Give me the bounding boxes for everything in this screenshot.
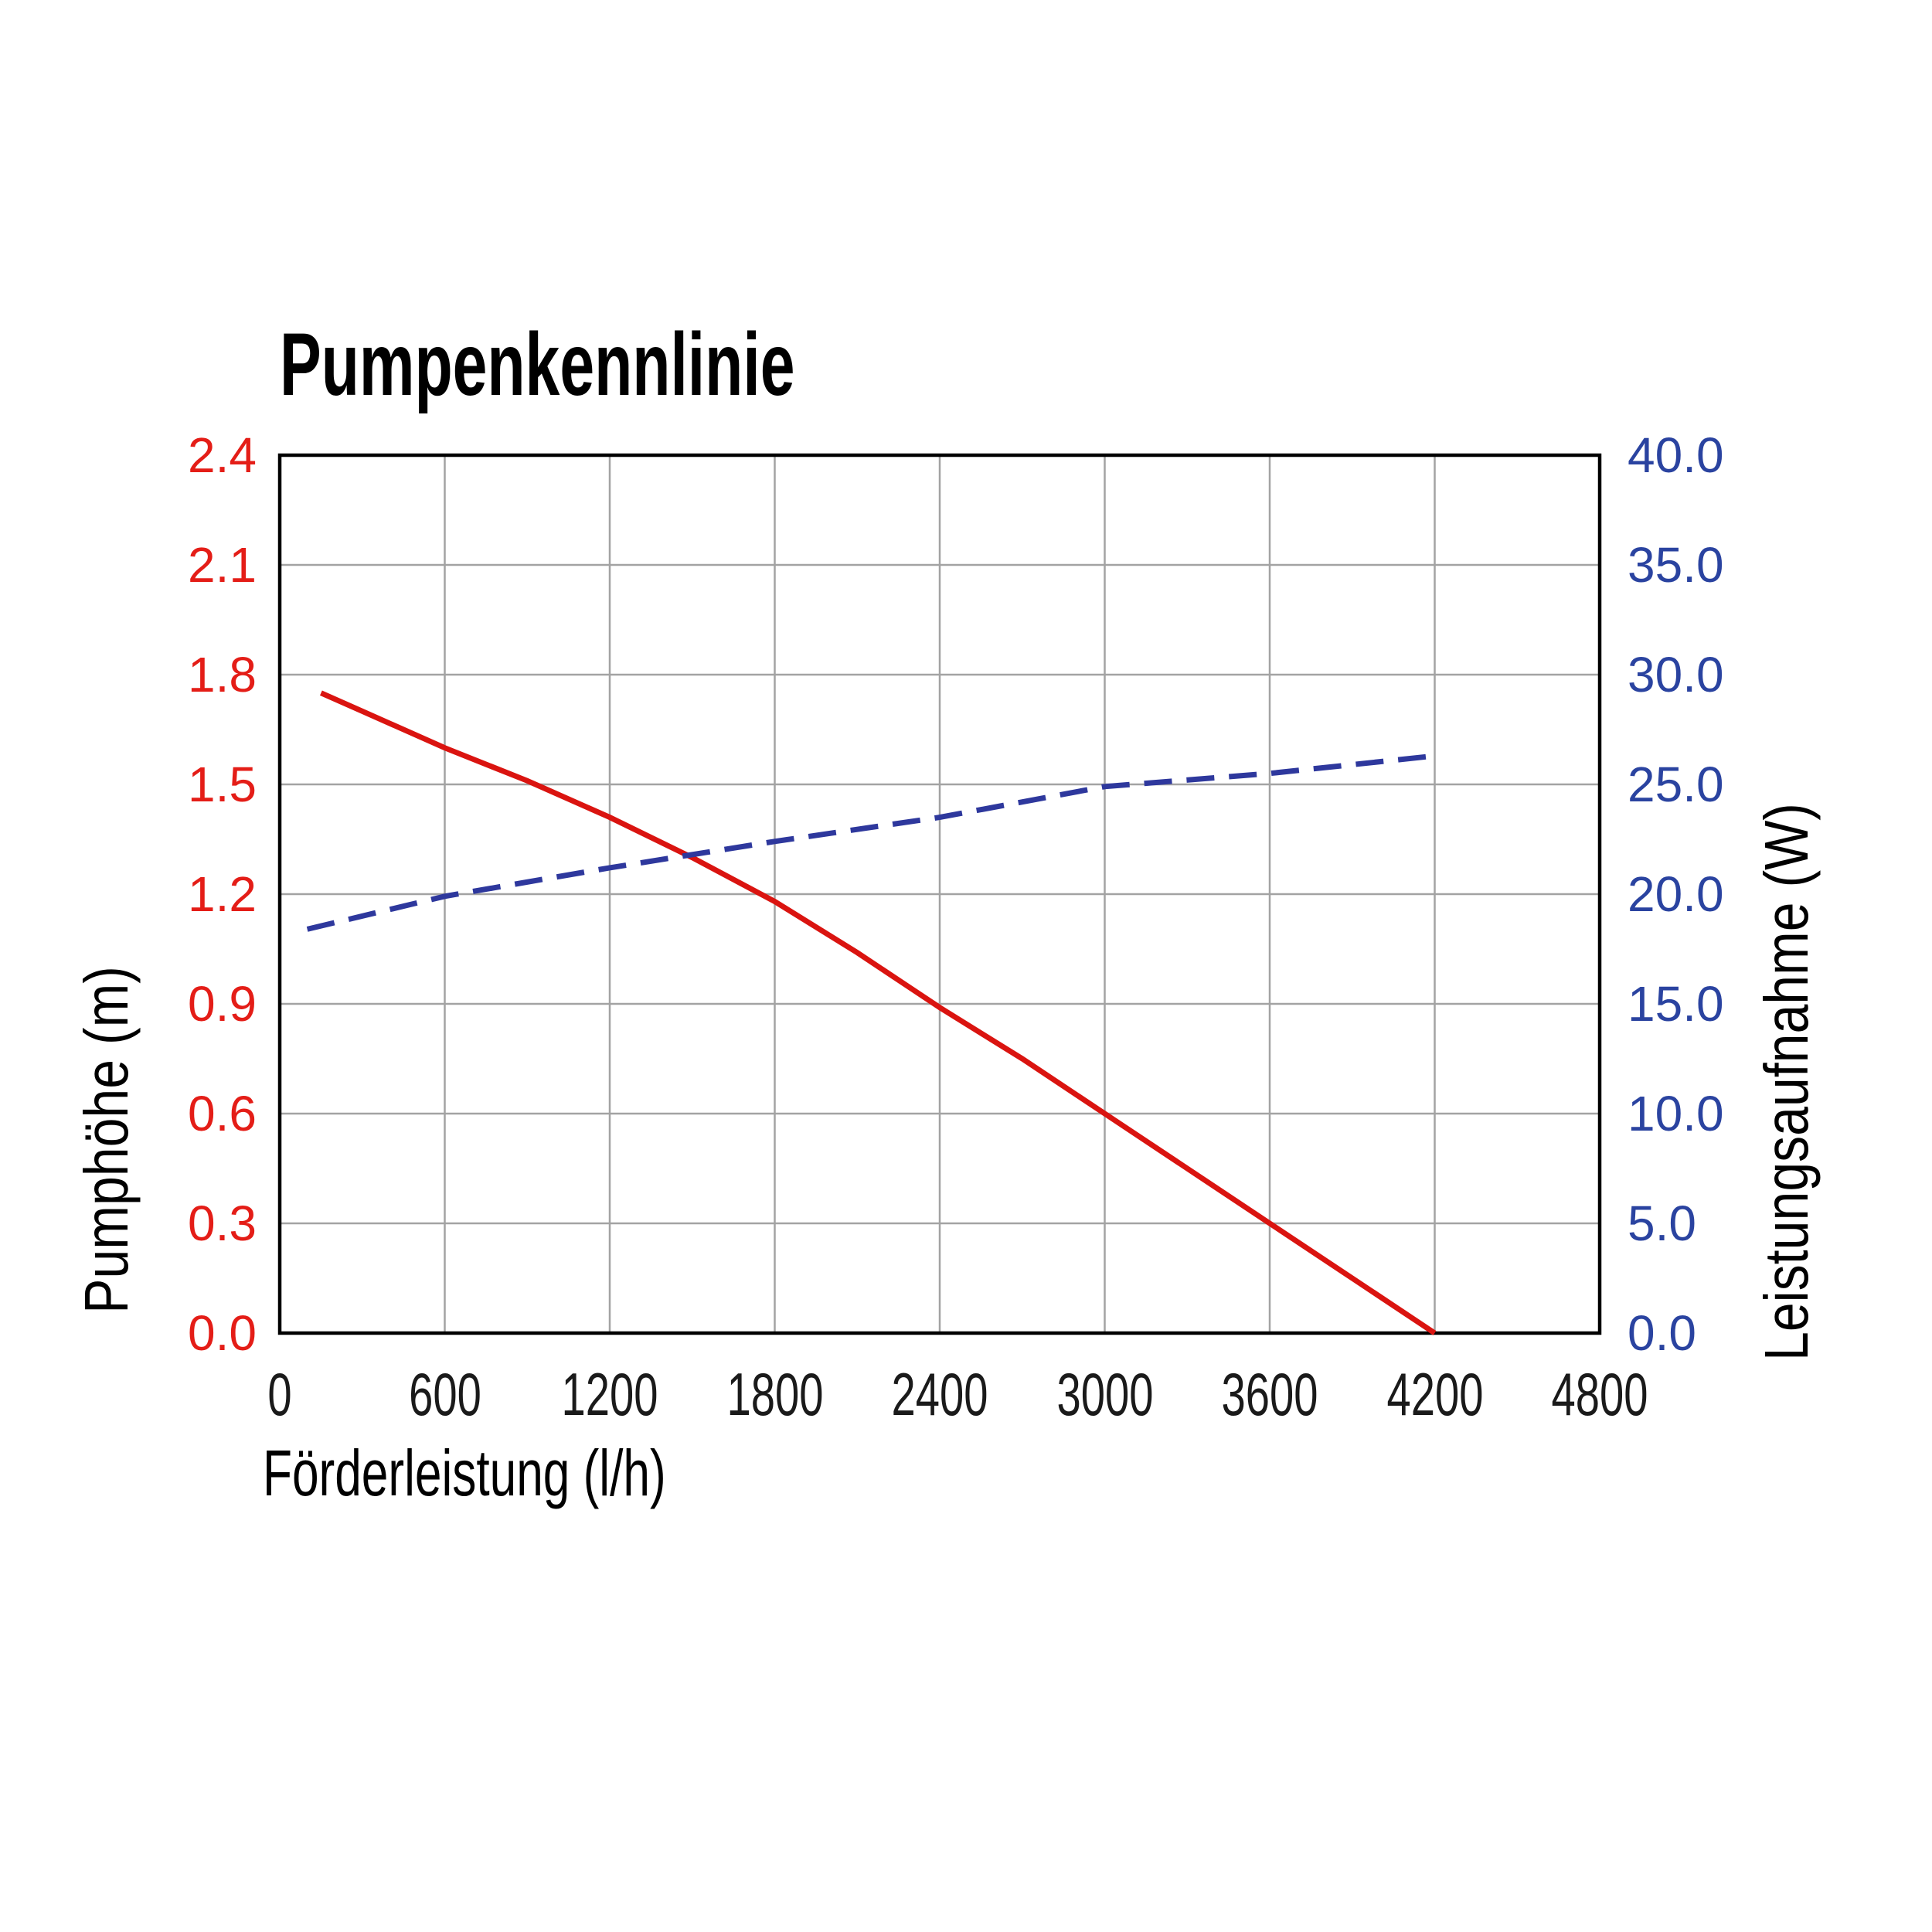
right-axis-tick-label: 25.0 [1628,757,1724,812]
x-axis-tick-label: 4800 [1551,1360,1648,1428]
right-axis-tick-label: 30.0 [1628,647,1724,702]
left-axis-tick-label: 0.6 [188,1086,257,1141]
chart-title: Pumpenkennlinie [280,315,795,414]
plot-frame [277,453,1602,1335]
left-axis-tick-label: 1.8 [188,647,257,702]
left-axis-title: Pumphöhe (m) [72,966,141,1314]
right-axis-tick-label: 40.0 [1628,427,1724,483]
x-axis-tick-label: 2400 [891,1360,988,1428]
x-axis-tick-label: 4200 [1386,1360,1483,1428]
pump-head-curve [319,690,1437,1335]
right-axis-tick-label: 0.0 [1628,1305,1696,1361]
right-axis-tick-label: 15.0 [1628,976,1724,1032]
left-axis-tick-label: 1.2 [188,866,257,922]
left-axis-tick-label: 0.9 [188,976,257,1032]
plot-area [277,453,1602,1335]
power-consumption-curve [306,753,1435,932]
left-axis-tick-label: 0.0 [188,1305,257,1361]
right-axis-tick-label: 10.0 [1628,1086,1724,1141]
x-axis-tick-label: 1200 [561,1360,658,1428]
x-axis-title: Förderleistung (l/h) [263,1437,666,1509]
right-axis-tick-label: 20.0 [1628,866,1724,922]
x-axis-tick-label: 1800 [726,1360,823,1428]
x-axis-tick-label: 600 [408,1360,481,1428]
right-axis-title: Leistungsaufnahme (W) [1752,803,1821,1361]
right-axis-tick-label: 35.0 [1628,537,1724,593]
gridlines [280,455,1600,1333]
right-axis-tick-label: 5.0 [1628,1196,1696,1251]
left-axis-tick-label: 2.1 [188,537,257,593]
left-axis-tick-label: 2.4 [188,427,257,483]
x-axis-tick-label: 0 [267,1360,292,1428]
left-axis-tick-label: 0.3 [188,1196,257,1251]
x-axis-tick-label: 3000 [1056,1360,1153,1428]
left-axis-tick-label: 1.5 [188,757,257,812]
x-axis-tick-label: 3600 [1221,1360,1318,1428]
